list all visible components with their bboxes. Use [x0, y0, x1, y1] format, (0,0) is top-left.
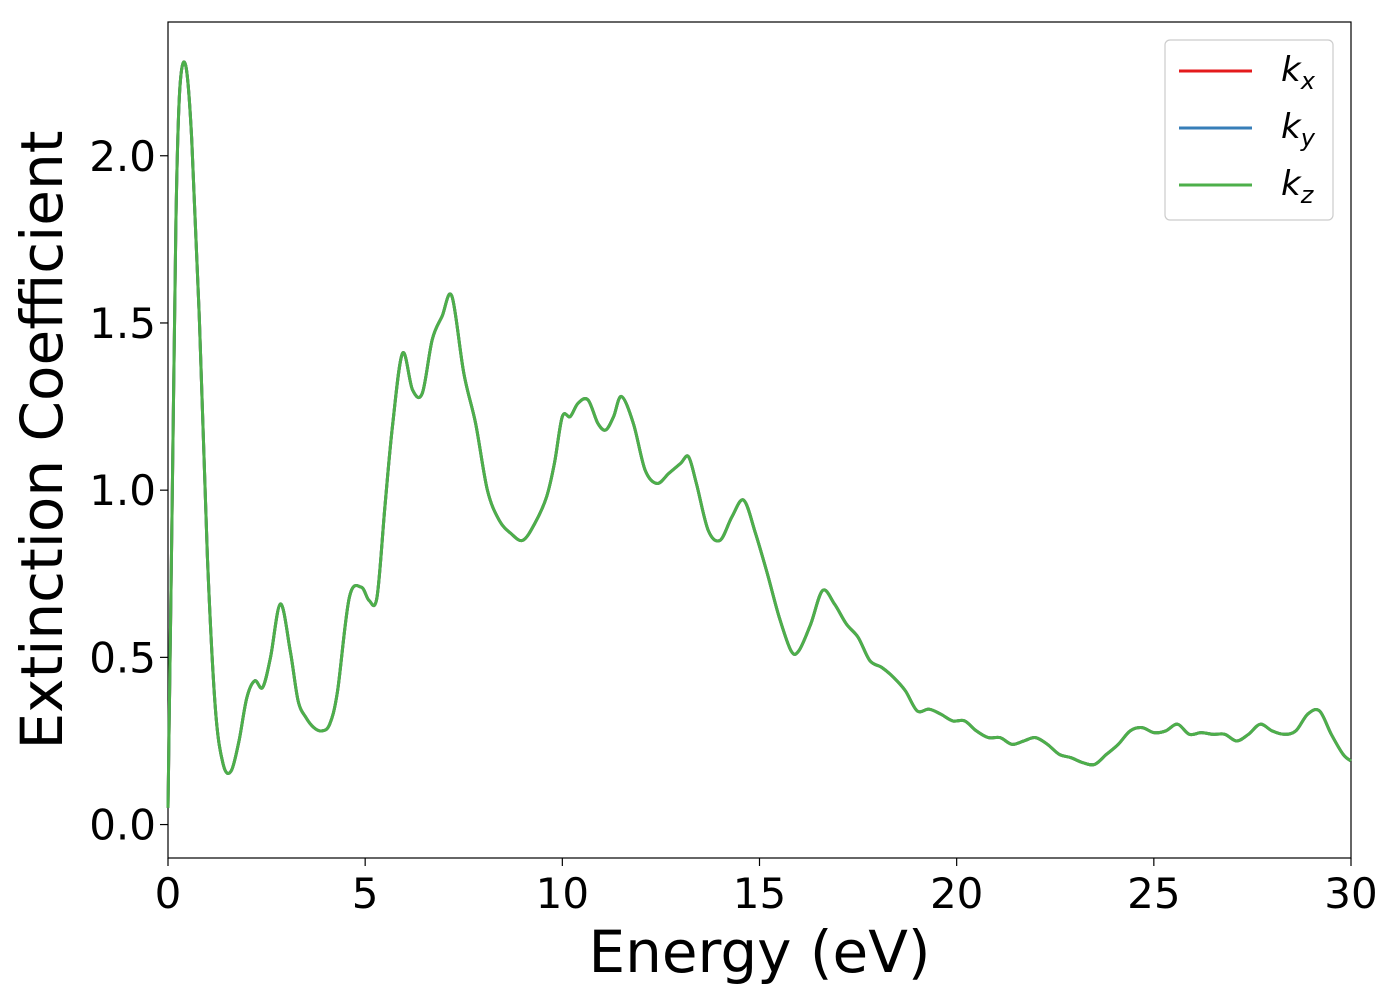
legend-label-base: k [1281, 107, 1302, 147]
legend-label-sub: z [1300, 181, 1315, 209]
y-tick-label: 1.0 [89, 466, 156, 515]
y-tick-label: 0.5 [89, 633, 156, 682]
legend-label: kz [1281, 164, 1315, 209]
y-tick-label: 0.0 [89, 801, 156, 850]
x-tick-label: 5 [352, 869, 379, 918]
legend-box [1164, 39, 1334, 221]
legend-label: kx [1281, 50, 1316, 95]
legend-label: ky [1281, 107, 1316, 152]
series-layer [166, 60, 1352, 808]
legend-label-base: k [1281, 50, 1302, 90]
y-tick-label: 1.5 [89, 299, 156, 348]
x-tick-label: 0 [155, 869, 182, 918]
x-axis-ticks: 0 5 10 15 20 25 30 [155, 858, 1378, 918]
y-axis-ticks: 0.0 0.5 1.0 1.5 2.0 [89, 132, 168, 850]
y-axis-title: Extinction Coefficient [8, 131, 76, 750]
x-axis-title: Energy (eV) [588, 918, 930, 986]
x-tick-label: 30 [1324, 869, 1377, 918]
x-tick-label: 25 [1127, 869, 1180, 918]
y-tick-label: 2.0 [89, 132, 156, 181]
x-tick-label: 15 [733, 869, 786, 918]
legend-label-sub: x [1300, 67, 1316, 95]
x-tick-label: 10 [536, 869, 589, 918]
x-tick-label: 20 [930, 869, 983, 918]
legend-label-base: k [1281, 164, 1302, 204]
legend-label-sub: y [1300, 124, 1316, 152]
series-line-kz [166, 60, 1352, 808]
